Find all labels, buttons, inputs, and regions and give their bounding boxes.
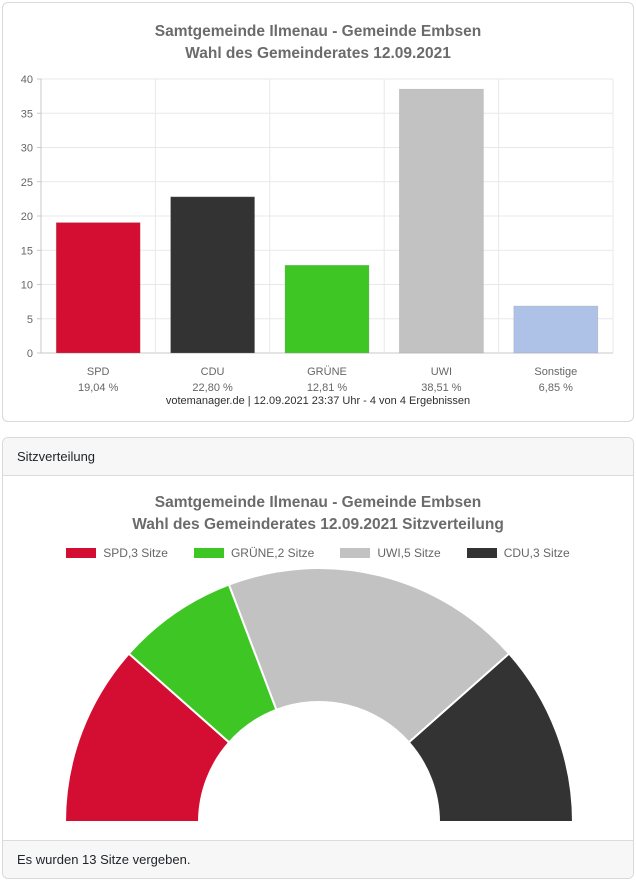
legend-item-gruene: GRÜNE,2 Sitze: [193, 546, 315, 560]
seat-distribution-card: Sitzverteilung Samtgemeinde Ilmenau - Ge…: [2, 437, 634, 879]
donut-chart-title: Samtgemeinde Ilmenau - Gemeinde Embsen W…: [3, 492, 633, 536]
ytick-label-40: 40: [21, 74, 33, 86]
ytick-label-10: 10: [21, 280, 33, 292]
seat-panel-footer-label: Es wurden 13 Sitze vergeben.: [17, 852, 191, 867]
legend-item-spd: SPD,3 Sitze: [66, 546, 168, 560]
legend-label-gruene: GRÜNE,2 Sitze: [230, 546, 315, 560]
donut-chart-title-line1: Samtgemeinde Ilmenau - Gemeinde Embsen: [154, 494, 482, 511]
donut-segment-uwi: [227, 567, 511, 744]
seat-panel-header-label: Sitzverteilung: [17, 449, 96, 464]
legend-swatch-gruene: [193, 548, 224, 558]
legend-label-uwi: UWI,5 Sitze: [377, 546, 441, 560]
bar-gruene: [284, 264, 370, 354]
bar-uwi: [399, 88, 484, 354]
ytick-label-35: 35: [21, 108, 33, 120]
bar-sonstige: [513, 305, 599, 354]
legend-item-cdu: CDU,3 Sitze: [466, 546, 570, 560]
legend-swatch-uwi: [340, 548, 371, 558]
ytick-label-0: 0: [27, 348, 33, 360]
legend-label-cdu: CDU,3 Sitze: [503, 546, 570, 560]
xlabel-pct-gruene: 12,81 %: [307, 382, 348, 393]
source-line: votemanager.de | 12.09.2021 23:37 Uhr - …: [165, 395, 471, 407]
xlabel-pct-sonstige: 6,85 %: [539, 382, 573, 393]
donut-chart-title-line2: Wahl des Gemeinderates 12.09.2021 Sitzve…: [132, 516, 504, 533]
legend-swatch-spd: [66, 548, 97, 558]
xlabel-pct-cdu: 22,80 %: [192, 382, 233, 393]
xlabel-sonstige: Sonstige: [534, 366, 577, 378]
seat-donut-chart: [63, 567, 575, 823]
xlabel-cdu: CDU: [201, 366, 225, 378]
ytick-label-25: 25: [21, 177, 33, 189]
legend-swatch-cdu: [466, 548, 497, 558]
xlabel-pct-spd: 19,04 %: [78, 382, 119, 393]
bar-spd: [55, 222, 141, 354]
xlabel-pct-uwi: 38,51 %: [421, 382, 462, 393]
bar-chart-title-line1: Samtgemeinde Ilmenau - Gemeinde Embsen: [154, 23, 482, 40]
legend-item-uwi: UWI,5 Sitze: [340, 546, 441, 560]
bar-chart: 0 5 10 15 20 25 30 35 40 SPD 19,04 % CDU 22,80 % GRÜN…: [21, 74, 614, 393]
bar-chart-title: Samtgemeinde Ilmenau - Gemeinde Embsen W…: [3, 21, 633, 65]
seat-panel-header: Sitzverteilung: [3, 438, 633, 476]
ytick-label-15: 15: [21, 245, 33, 257]
bar-cdu: [170, 196, 255, 354]
xlabel-spd: SPD: [87, 366, 110, 378]
legend-label-spd: SPD,3 Sitze: [103, 546, 168, 560]
bar-chart-card: Samtgemeinde Ilmenau - Gemeinde Embsen W…: [2, 2, 634, 422]
ytick-label-30: 30: [21, 143, 33, 155]
donut-legend: SPD,3 Sitze GRÜNE,2 Sitze UWI,5 Sitze CDU,3…: [3, 546, 633, 560]
bar-chart-title-line2: Wahl des Gemeinderates 12.09.2021: [185, 45, 451, 62]
seat-panel-footer: Es wurden 13 Sitze vergeben.: [3, 840, 633, 878]
xlabel-gruene: GRÜNE: [307, 366, 347, 378]
ytick-label-5: 5: [27, 314, 33, 326]
ytick-label-20: 20: [21, 211, 33, 223]
donut-segment-cdu: [407, 652, 575, 823]
seat-panel-body: Samtgemeinde Ilmenau - Gemeinde Embsen W…: [3, 476, 633, 824]
xlabel-uwi: UWI: [431, 366, 452, 378]
